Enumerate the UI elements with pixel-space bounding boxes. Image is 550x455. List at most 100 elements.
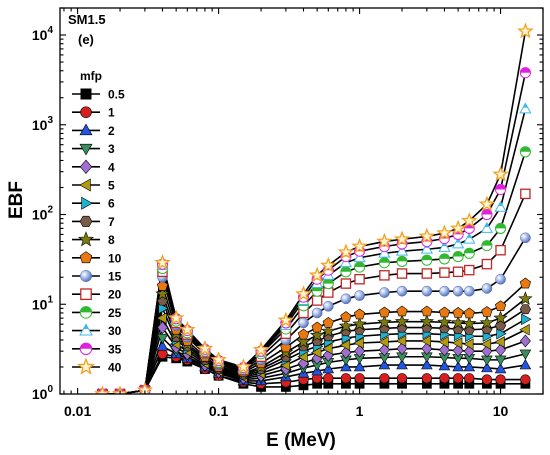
data-point-6-24 [521, 313, 532, 326]
legend-label: 2 [108, 124, 115, 138]
data-point-5-22 [480, 338, 492, 350]
legend-marker [80, 288, 92, 301]
data-point-10-16 [378, 306, 391, 318]
data-point-35-24 [519, 67, 531, 79]
data-point-25-22 [481, 240, 493, 252]
data-point-5-24 [519, 323, 530, 336]
x-axis-title: E (MeV) [266, 430, 336, 451]
data-point-8-11 [296, 334, 311, 349]
data-point-15-23 [495, 273, 506, 285]
legend-label: 10 [108, 251, 122, 265]
series-markers [94, 22, 534, 394]
data-point-5-21 [463, 338, 474, 350]
data-point-20-20 [452, 266, 464, 278]
legend-item-3: 3 [72, 142, 115, 156]
data-point-40-5 [179, 321, 196, 337]
data-point-3-24 [519, 349, 532, 361]
data-point-8-3 [155, 286, 170, 301]
x-tick-label: 1 [356, 403, 364, 419]
data-point-10-21 [463, 307, 475, 319]
legend-marker [79, 123, 93, 136]
data-point-20-24 [520, 188, 531, 200]
data-point-20-14 [340, 278, 352, 289]
data-point-2-24 [519, 358, 532, 370]
data-point-10-11 [297, 328, 310, 340]
data-point-2-19 [438, 359, 451, 371]
data-point-8-23 [493, 310, 508, 325]
data-point-40-23 [492, 165, 509, 182]
data-point-10-18 [421, 305, 433, 317]
data-point-20-18 [421, 268, 433, 279]
legend-label: 7 [108, 215, 115, 229]
data-point-40-15 [351, 237, 368, 254]
data-point-40-13 [320, 256, 337, 273]
legend-label: 5 [108, 179, 115, 193]
data-point-5-14 [339, 339, 351, 351]
y-tick-label: 102 [32, 205, 54, 223]
legend-item-4: 4 [72, 159, 115, 174]
data-point-15-19 [439, 285, 450, 297]
legend-marker [79, 143, 93, 156]
data-point-40-10 [277, 311, 295, 328]
data-point-25-23 [495, 222, 507, 234]
data-point-40-22 [478, 195, 496, 212]
data-point-8-12 [309, 327, 325, 342]
legend-label: 0.5 [108, 88, 125, 102]
data-point-30-20 [451, 237, 465, 249]
data-point-1-19 [439, 373, 450, 384]
legend-marker [79, 306, 93, 319]
data-point-15-17 [396, 285, 408, 297]
data-point-15-24 [520, 232, 531, 244]
y-axis-title: EBF [6, 181, 27, 219]
legend-label: 6 [108, 197, 115, 211]
data-point-5-18 [420, 335, 432, 347]
data-point-2-22 [481, 361, 493, 373]
legend-item-8: 8 [72, 231, 115, 247]
data-point-8-15 [352, 316, 367, 331]
data-point-10-3 [156, 280, 169, 291]
data-point-10-12 [311, 321, 323, 333]
data-point-1-20 [452, 373, 464, 384]
data-point-20-21 [464, 264, 475, 276]
data-point-40-16 [376, 232, 393, 249]
data-point-15-13 [322, 300, 334, 312]
data-point-8-13 [321, 323, 336, 338]
panel-label: SM1.5 [68, 12, 106, 27]
legend-label: 25 [108, 306, 122, 320]
data-point-6-3 [158, 302, 169, 315]
data-point-30-24 [519, 102, 532, 114]
legend-item-25: 25 [72, 306, 122, 320]
data-point-20-16 [379, 270, 390, 281]
data-point-35-23 [495, 183, 507, 196]
legend-marker [79, 342, 93, 356]
data-point-1-16 [379, 373, 390, 384]
data-point-40-7 [210, 351, 227, 367]
data-point-1-23 [495, 374, 506, 385]
data-point-40-12 [308, 266, 326, 283]
data-point-40-3 [154, 254, 171, 270]
data-point-40-11 [295, 285, 312, 302]
legend-item-0.5: 0.5 [72, 88, 125, 102]
data-point-15-16 [379, 287, 390, 298]
data-point-2-15 [353, 360, 366, 372]
y-tick-label: 104 [32, 25, 54, 43]
data-point-10-24 [519, 277, 531, 289]
data-point-8-14 [338, 318, 354, 333]
data-point-2-3 [156, 340, 169, 351]
legend-marker [78, 231, 94, 247]
data-point-15-20 [452, 285, 464, 297]
data-point-40-0 [94, 385, 111, 394]
data-point-7-3 [156, 295, 169, 306]
data-point-15-12 [311, 307, 323, 319]
data-point-8-18 [419, 314, 434, 328]
data-point-2-16 [378, 358, 391, 370]
legend-marker [76, 357, 96, 375]
data-point-20-12 [311, 295, 323, 306]
data-point-2-14 [340, 360, 352, 372]
data-point-1-24 [520, 374, 531, 385]
data-point-30-21 [463, 232, 476, 244]
x-tick-label: 0.01 [64, 403, 91, 419]
data-point-2-18 [421, 358, 433, 370]
data-point-25-16 [378, 257, 390, 269]
data-point-8-17 [394, 314, 410, 328]
